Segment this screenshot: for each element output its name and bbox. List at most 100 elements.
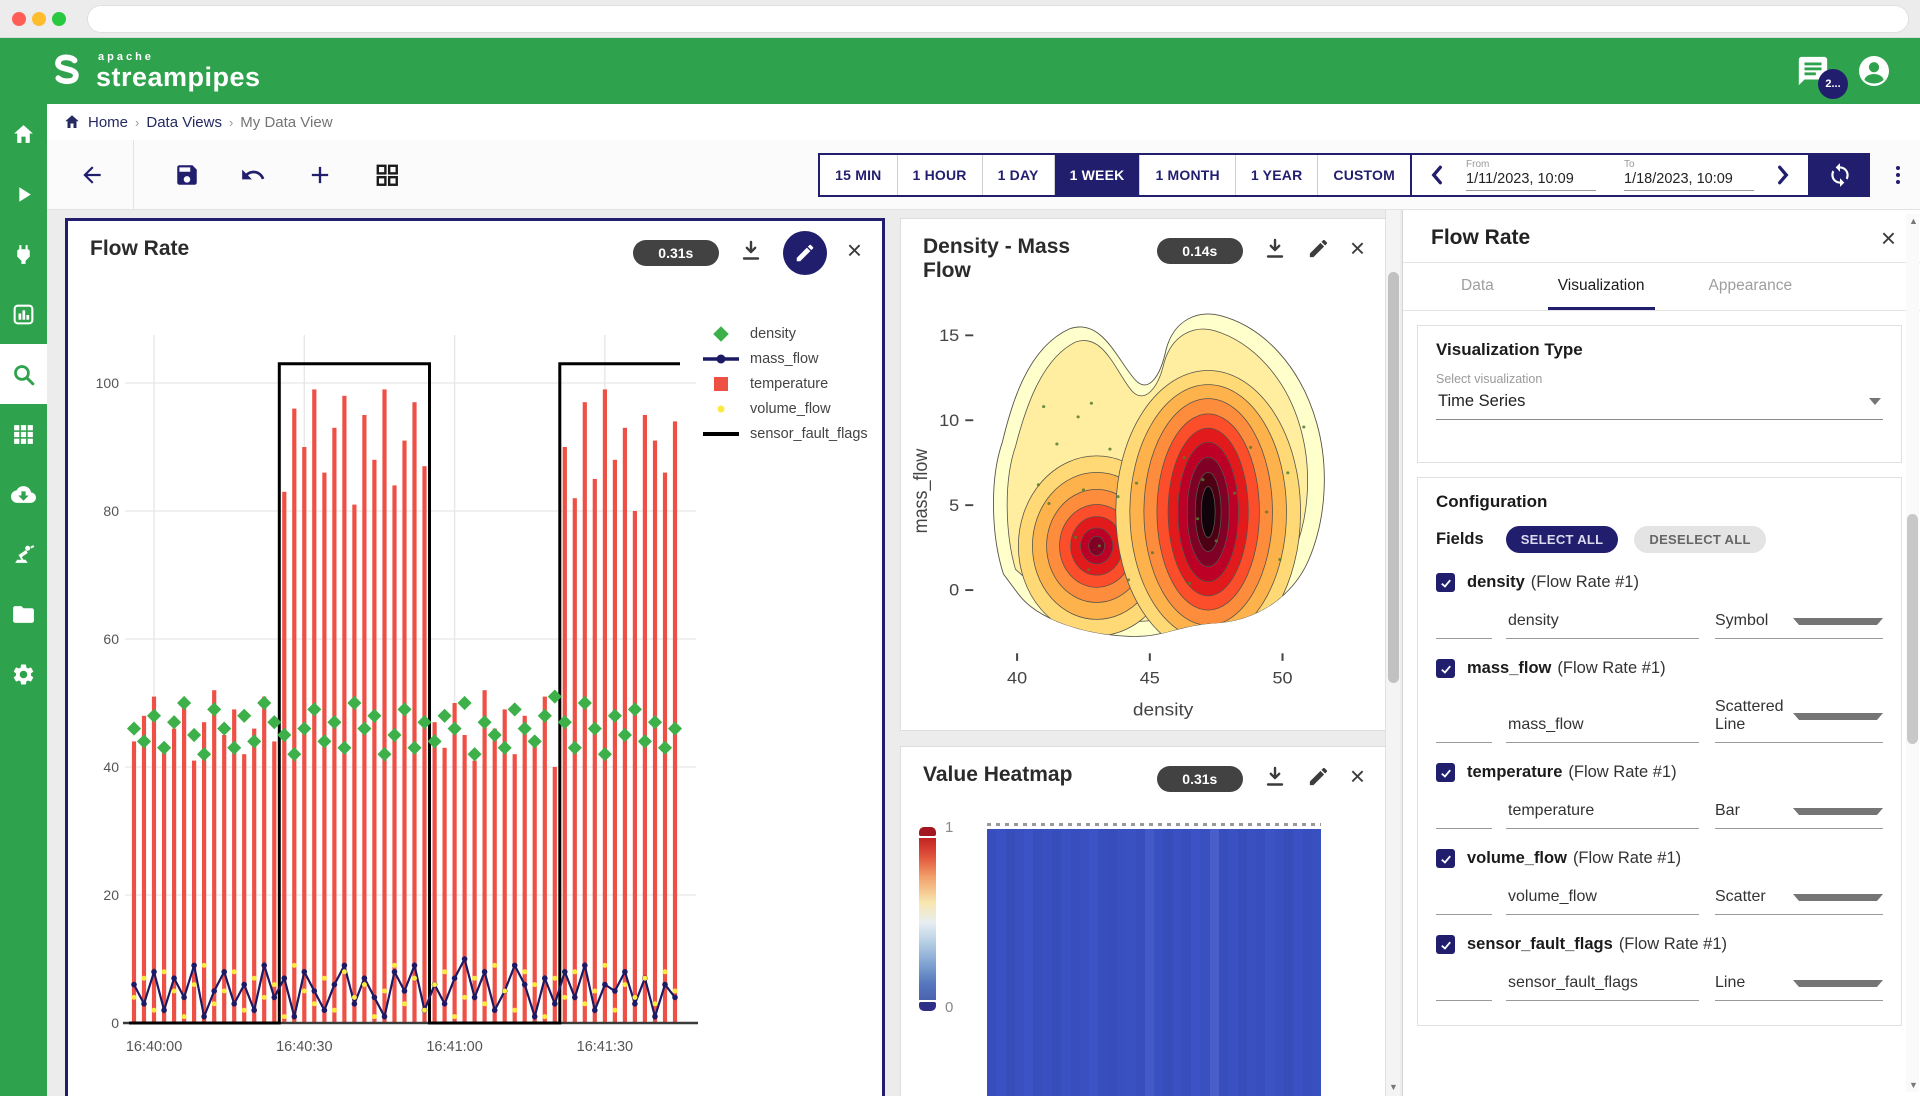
tab-data[interactable]: Data [1461, 277, 1494, 294]
sidebar-item-pipelines[interactable] [0, 164, 47, 224]
time-range-15-min[interactable]: 15 MIN [820, 154, 898, 195]
edit-icon[interactable] [1307, 765, 1330, 788]
sidebar-item-files[interactable] [0, 584, 47, 644]
to-label: To [1624, 158, 1635, 170]
sidebar-item-home[interactable] [0, 104, 47, 164]
field-checkbox[interactable] [1436, 849, 1455, 868]
viz-type-select[interactable]: Time Series [1436, 386, 1883, 420]
color-swatch[interactable] [1436, 822, 1492, 829]
scroll-down-icon[interactable]: ▼ [1389, 1082, 1398, 1092]
color-swatch[interactable] [1436, 908, 1492, 915]
field-type-select[interactable]: Scatter [1715, 888, 1883, 915]
field-checkbox[interactable] [1436, 935, 1455, 954]
time-range-1-year[interactable]: 1 YEAR [1235, 154, 1319, 195]
tab-visualization[interactable]: Visualization [1547, 263, 1655, 310]
viz-type-value: Time Series [1438, 392, 1526, 410]
deselect-all-button[interactable]: DESELECT ALL [1634, 526, 1766, 553]
panel-scrollbar[interactable]: ▲ ▼ [1906, 214, 1919, 1092]
field-label-input[interactable]: mass_flow [1506, 716, 1699, 743]
field-label-input[interactable]: volume_flow [1506, 888, 1699, 915]
field-label-input[interactable]: temperature [1506, 802, 1699, 829]
legend-item-sensor_fault_flags[interactable]: sensor_fault_flags [700, 425, 868, 443]
previous-range-button[interactable] [1428, 164, 1446, 186]
legend-marker [700, 375, 744, 393]
legend-marker [700, 400, 744, 418]
sidebar-item-dashboard[interactable] [0, 284, 47, 344]
traffic-light-maximize[interactable] [52, 12, 66, 26]
legend-item-temperature[interactable]: temperature [700, 375, 868, 393]
sidebar-item-machine[interactable] [0, 524, 47, 584]
panel-close-icon[interactable]: × [1880, 223, 1896, 253]
chevron-down-icon [1793, 712, 1883, 720]
tab-appearance[interactable]: Appearance [1708, 277, 1793, 294]
density-contour-chart[interactable]: 40 45 50 0 5 10 15 density mass_flow [907, 291, 1379, 730]
traffic-light-minimize[interactable] [32, 12, 46, 26]
canvas-scrollbar-thumb[interactable] [1388, 272, 1399, 683]
panel-scrollbar-thumb[interactable] [1907, 514, 1918, 744]
field-type-value: Line [1715, 974, 1746, 991]
close-icon[interactable]: × [1349, 233, 1365, 263]
legend-item-mass_flow[interactable]: mass_flow [700, 350, 868, 368]
from-date-input[interactable]: 1/11/2023, 10:09 [1466, 170, 1596, 191]
download-icon[interactable] [739, 239, 763, 263]
undo-button[interactable] [240, 162, 266, 188]
scroll-up-icon[interactable]: ▲ [1909, 216, 1918, 226]
heatmap-plot[interactable] [987, 829, 1322, 1096]
download-icon[interactable] [1263, 765, 1287, 789]
edit-icon[interactable] [1307, 237, 1330, 260]
sidebar-item-connect[interactable] [0, 224, 47, 284]
refresh-button[interactable] [1810, 152, 1870, 197]
field-type-select[interactable]: Symbol [1715, 612, 1883, 639]
time-range-1-day[interactable]: 1 DAY [982, 154, 1055, 195]
browser-url-bar[interactable] [88, 6, 1908, 32]
traffic-light-close[interactable] [12, 12, 26, 26]
close-icon[interactable]: × [846, 235, 862, 265]
from-label: From [1466, 158, 1490, 170]
latency-badge: 0.31s [1156, 766, 1243, 792]
legend-item-volume_flow[interactable]: volume_flow [700, 400, 868, 418]
flow-rate-chart[interactable]: 0 20 40 60 80 100 16:40:00 16:40:30 16:41:00 16:4… [74, 275, 702, 1095]
time-range-1-week[interactable]: 1 WEEK [1054, 154, 1141, 195]
color-swatch[interactable] [1436, 632, 1492, 639]
to-date-input[interactable]: 1/18/2023, 10:09 [1624, 170, 1754, 191]
select-all-button[interactable]: SELECT ALL [1505, 526, 1619, 553]
grid-layout-button[interactable] [374, 162, 400, 188]
heatmap-column [1089, 829, 1099, 1096]
next-range-button[interactable] [1774, 164, 1792, 186]
sidebar-item-data-explorer[interactable] [0, 344, 47, 404]
field-label-input[interactable]: sensor_fault_flags [1506, 974, 1699, 1001]
save-button[interactable] [174, 162, 200, 188]
breadcrumb-item[interactable]: Home [88, 113, 129, 131]
field-checkbox[interactable] [1436, 659, 1455, 678]
color-swatch[interactable] [1436, 994, 1492, 1001]
field-type-select[interactable]: Bar [1715, 802, 1883, 829]
account-icon[interactable] [1856, 53, 1892, 89]
svg-text:100: 100 [96, 375, 120, 391]
add-widget-button[interactable] [306, 161, 334, 189]
sidebar-item-cloud-download[interactable] [0, 464, 47, 524]
sidebar-item-settings[interactable] [0, 644, 47, 704]
back-button[interactable] [79, 162, 105, 188]
close-icon[interactable]: × [1349, 761, 1365, 791]
time-range-1-month[interactable]: 1 MONTH [1140, 154, 1236, 195]
sidebar-item-apps[interactable] [0, 404, 47, 464]
panel-title: Flow Rate [1431, 226, 1531, 249]
scroll-down-icon[interactable]: ▼ [1909, 1080, 1918, 1090]
streampipes-logo[interactable]: apache streampipes [44, 50, 261, 92]
more-options-icon[interactable] [1890, 160, 1906, 190]
breadcrumb-item[interactable]: Data Views [146, 113, 222, 131]
time-range-custom[interactable]: CUSTOM [1318, 154, 1410, 195]
canvas-scrollbar[interactable]: ▼ [1385, 210, 1400, 1096]
field-type-select[interactable]: Line [1715, 974, 1883, 1001]
time-range-1-hour[interactable]: 1 HOUR [897, 154, 983, 195]
field-label-input[interactable]: density [1506, 612, 1699, 639]
download-icon[interactable] [1263, 237, 1287, 261]
notification-count-badge[interactable]: 2... [1818, 69, 1848, 99]
field-checkbox[interactable] [1436, 573, 1455, 592]
field-checkbox[interactable] [1436, 763, 1455, 782]
legend-item-density[interactable]: density [700, 325, 868, 343]
color-swatch[interactable] [1436, 736, 1492, 743]
field-type-select[interactable]: Scattered Line [1715, 698, 1883, 743]
legend-label: temperature [750, 376, 829, 392]
edit-icon[interactable] [782, 231, 827, 275]
